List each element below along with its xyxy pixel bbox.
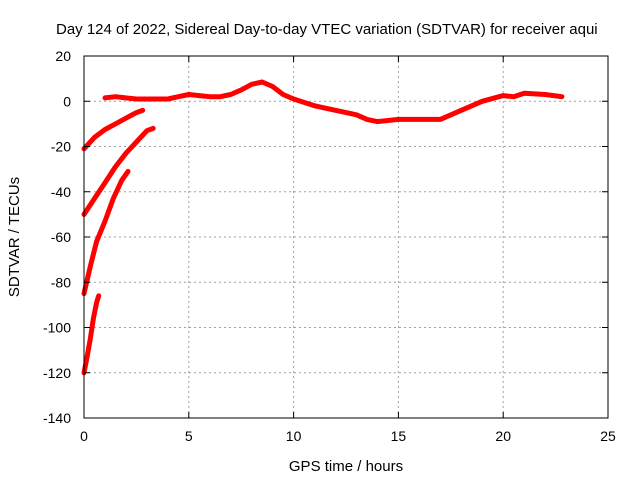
series-line-main: [102, 79, 565, 125]
y-tick-label: -40: [51, 184, 71, 200]
y-tick-label: -140: [43, 410, 71, 426]
series-line-seg3: [81, 168, 131, 297]
x-tick-label: 25: [600, 428, 616, 444]
y-tick-label: 20: [55, 48, 71, 64]
y-tick-label: -80: [51, 274, 71, 290]
x-tick-label: 0: [80, 428, 88, 444]
chart-title: Day 124 of 2022, Sidereal Day-to-day VTE…: [56, 21, 598, 38]
y-tick-label: -120: [43, 365, 71, 381]
grid: [84, 56, 608, 418]
series-layer: [81, 79, 565, 376]
x-axis-label: GPS time / hours: [289, 458, 403, 475]
y-tick-label: -20: [51, 139, 71, 155]
series-line-seg4: [81, 293, 102, 376]
y-axis-label: SDTVAR / TECUs: [6, 177, 23, 297]
x-tick-label: 15: [391, 428, 407, 444]
y-tick-label: -100: [43, 320, 71, 336]
series-line-seg2: [81, 125, 156, 217]
y-tick-label: -60: [51, 229, 71, 245]
x-tick-label: 20: [495, 428, 511, 444]
x-tick-label: 5: [185, 428, 193, 444]
x-tick-label: 10: [286, 428, 302, 444]
ticks: 0 5 10 15 20 25 20 0 -20 -40 -60 -80 -100 -120 -140: [43, 48, 616, 444]
y-tick-label: 0: [63, 93, 71, 109]
series-line-seg1: [81, 107, 146, 152]
